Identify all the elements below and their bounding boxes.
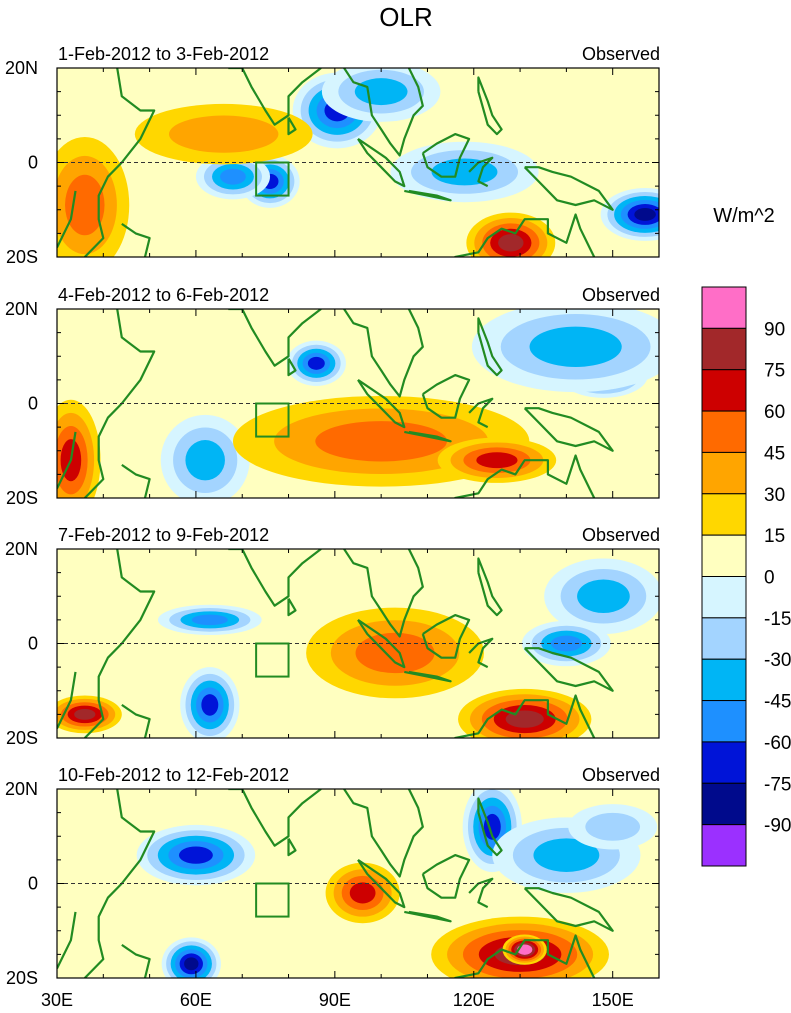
anomaly-contour [184, 957, 199, 971]
colorbar-label: -90 [764, 816, 791, 837]
lon-tick-label: 30E [41, 990, 73, 1010]
anomaly-contour [634, 208, 656, 221]
anomaly-contour [315, 421, 448, 462]
colorbar-bin [701, 824, 747, 867]
colorbar-label: 60 [764, 402, 785, 423]
coastlines [57, 789, 614, 978]
colorbar-bin [701, 451, 747, 495]
colorbar-label: 45 [764, 443, 785, 464]
anomaly-contour [533, 838, 600, 872]
lon-tick-label: 150E [592, 990, 634, 1010]
anomaly-contour [168, 115, 279, 153]
colorbar-label: 30 [764, 485, 785, 506]
panel-period-label: 1-Feb-2012 to 3-Feb-2012 [58, 44, 269, 64]
colorbar-label: -15 [764, 609, 791, 630]
anomaly-contour [585, 812, 641, 841]
lat-tick-label: 20N [5, 58, 38, 78]
panel-period-label: 4-Feb-2012 to 6-Feb-2012 [58, 285, 269, 305]
colorbar-bin [701, 700, 747, 743]
colorbar-label: -75 [764, 774, 791, 795]
panel-tag-label: Observed [582, 285, 660, 305]
colorbar-label: 75 [764, 361, 785, 382]
anomaly-contour [577, 579, 630, 614]
map-panel-1: 20N 0 20S 1-Feb-2012 to 3-Feb-2012 Observed [5, 44, 660, 267]
coastlines [57, 309, 614, 498]
lon-tick-label: 90E [319, 990, 351, 1010]
anomaly-contour [74, 708, 96, 720]
lat-tick-label: 20N [5, 299, 38, 319]
colorbar-label: 15 [764, 526, 785, 547]
region-box [255, 882, 290, 918]
anomaly-contour [498, 234, 524, 252]
panel-period-label: 10-Feb-2012 to 12-Feb-2012 [58, 765, 289, 785]
lat-tick-label: 20S [6, 488, 38, 508]
colorbar-bin [701, 286, 747, 329]
units-label: W/m^2 [713, 205, 775, 227]
lat-tick-label: 0 [28, 634, 38, 654]
anomaly-contour [220, 168, 246, 185]
region-box [255, 642, 290, 678]
anomaly-contour [529, 326, 622, 367]
anomaly-contour [185, 440, 225, 481]
colorbar-bin [701, 576, 747, 619]
lat-tick-label: 20S [6, 247, 38, 267]
anomaly-contour [520, 946, 530, 953]
anomaly-contour [550, 635, 582, 652]
colorbar-bin [701, 782, 747, 826]
region-box [255, 161, 290, 197]
anomaly-contour [191, 614, 228, 626]
anomaly-contour [178, 846, 213, 864]
figure-title: OLR [379, 2, 432, 32]
anomaly-contour [349, 882, 376, 904]
colorbar-bin [701, 617, 747, 660]
colorbar-bin [701, 327, 747, 371]
longitude-axis: 30E 60E 90E 120E 150E [41, 990, 634, 1010]
lat-tick-label: 20N [5, 779, 38, 799]
lat-tick-label: 0 [28, 153, 38, 173]
panel-tag-label: Observed [582, 44, 660, 64]
colorbar-bin [701, 369, 747, 412]
panel-period-label: 7-Feb-2012 to 9-Feb-2012 [58, 525, 269, 545]
lat-tick-label: 0 [28, 874, 38, 894]
colorbar-bin [701, 741, 747, 784]
colorbar-label: 90 [764, 319, 785, 340]
lat-tick-label: 0 [28, 394, 38, 414]
map-panel-3: 20N 0 20S 7-Feb-2012 to 9-Feb-2012 Observed [5, 525, 660, 748]
colorbar-bin [701, 658, 747, 702]
colorbar-bin [701, 534, 747, 578]
colorbar-label: -60 [764, 733, 791, 754]
anomaly-contour [307, 356, 325, 370]
anomaly-contour [431, 158, 498, 186]
map-panel-2: 20N 0 20S 4-Feb-2012 to 6-Feb-2012 Observed [5, 285, 660, 508]
coastlines [57, 549, 614, 738]
panel-tag-label: Observed [582, 525, 660, 545]
lat-tick-label: 20S [6, 728, 38, 748]
anomaly-contour [354, 78, 408, 106]
anomaly-contour [201, 694, 219, 716]
colorbar-label: 0 [764, 568, 775, 589]
panel-tag-label: Observed [582, 765, 660, 785]
map-panel-4: 20N 0 20S 10-Feb-2012 to 12-Feb-2012 Observe… [5, 765, 660, 988]
anomaly-contour [355, 632, 435, 674]
lat-tick-label: 20S [6, 968, 38, 988]
coastlines [57, 68, 614, 257]
colorbar-bin [701, 410, 747, 453]
region-box [255, 402, 290, 438]
lat-tick-label: 20N [5, 539, 38, 559]
colorbar-bin [701, 493, 747, 536]
lon-tick-label: 60E [180, 990, 212, 1010]
anomaly-contour [476, 452, 518, 469]
colorbar-label: -45 [764, 692, 791, 713]
colorbar-label: -30 [764, 650, 791, 671]
colorbar: 90 75 60 45 30 15 0 -15 -30 -45 -60 -75 -90 [701, 286, 791, 867]
lon-tick-label: 120E [453, 990, 495, 1010]
anomaly-contour [65, 174, 105, 236]
